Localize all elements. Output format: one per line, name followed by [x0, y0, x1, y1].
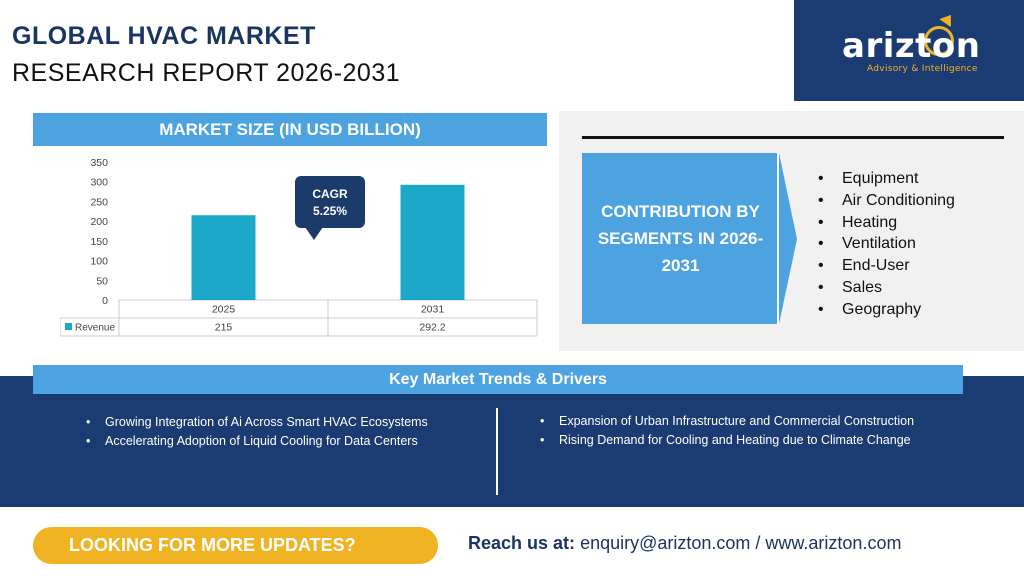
market-size-header: MARKET SIZE (IN USD BILLION) — [33, 113, 547, 146]
x-category-label: 2031 — [421, 304, 445, 316]
cagr-callout: CAGR 5.25% — [295, 176, 365, 228]
reach-label: Reach us at: — [468, 533, 576, 553]
cagr-callout-pointer — [305, 227, 323, 240]
bar-2031 — [400, 184, 465, 300]
cagr-label: CAGR — [312, 187, 348, 201]
logo-panel: arizton Advisory & Intelligence — [794, 0, 1024, 101]
trend-item: Rising Demand for Cooling and Heating du… — [532, 431, 914, 450]
bar-2025 — [191, 215, 256, 300]
logo-arrow-icon — [939, 10, 957, 28]
contact-line: Reach us at: enquiry@arizton.com / www.a… — [468, 533, 901, 554]
bar-chart: 0 50 100 150 200 250 300 350 Revenue 2025 215 2031 2… — [60, 157, 538, 337]
report-subtitle: RESEARCH REPORT 2026-2031 — [12, 59, 401, 87]
logo-tagline: Advisory & Intelligence — [867, 64, 978, 74]
updates-cta-button[interactable]: LOOKING FOR MORE UPDATES? — [33, 527, 438, 564]
trend-item: Accelerating Adoption of Liquid Cooling … — [78, 432, 428, 451]
trends-divider — [496, 408, 498, 495]
trends-list-left: Growing Integration of Ai Across Smart H… — [78, 413, 428, 451]
legend-swatch — [65, 323, 72, 330]
segments-divider — [582, 136, 1004, 139]
report-title: GLOBAL HVAC MARKET — [12, 22, 316, 50]
legend-label: Revenue — [75, 323, 115, 334]
segment-item: Air Conditioning — [818, 190, 955, 212]
logo-wordmark: arizton — [842, 26, 981, 66]
trend-item: Growing Integration of Ai Across Smart H… — [78, 413, 428, 432]
y-tick-label: 0 — [102, 295, 108, 307]
segment-item: Geography — [818, 299, 955, 321]
contribution-arrow-edge — [777, 153, 779, 324]
y-tick-label: 250 — [90, 196, 108, 208]
logo-ring-icon — [924, 26, 954, 56]
y-tick-label: 300 — [90, 177, 108, 189]
table-value-label: 292.2 — [419, 322, 445, 334]
contribution-label: CONTRIBUTION BY SEGMENTS IN 2026-2031 — [582, 153, 779, 324]
x-category-label: 2025 — [212, 304, 236, 316]
trends-header: Key Market Trends & Drivers — [33, 365, 963, 394]
segment-item: End-User — [818, 255, 955, 277]
segment-item: Ventilation — [818, 233, 955, 255]
cagr-value: 5.25% — [312, 204, 348, 218]
table-value-label: 215 — [215, 322, 233, 334]
y-tick-label: 100 — [90, 256, 108, 268]
segment-item: Equipment — [818, 168, 955, 190]
y-tick-label: 50 — [96, 275, 108, 287]
segment-list: Equipment Air Conditioning Heating Venti… — [818, 168, 955, 321]
market-size-chart: 0 50 100 150 200 250 300 350 Revenue 2025 215 2031 2… — [60, 150, 538, 340]
contribution-arrow-icon — [779, 153, 797, 324]
y-tick-label: 150 — [90, 236, 108, 248]
y-tick-label: 200 — [90, 216, 108, 228]
trends-list-right: Expansion of Urban Infrastructure and Co… — [532, 412, 914, 450]
trend-item: Expansion of Urban Infrastructure and Co… — [532, 412, 914, 431]
segment-item: Sales — [818, 277, 955, 299]
contact-links[interactable]: enquiry@arizton.com / www.arizton.com — [580, 533, 902, 553]
y-tick-label: 350 — [90, 157, 108, 169]
segment-item: Heating — [818, 212, 955, 234]
